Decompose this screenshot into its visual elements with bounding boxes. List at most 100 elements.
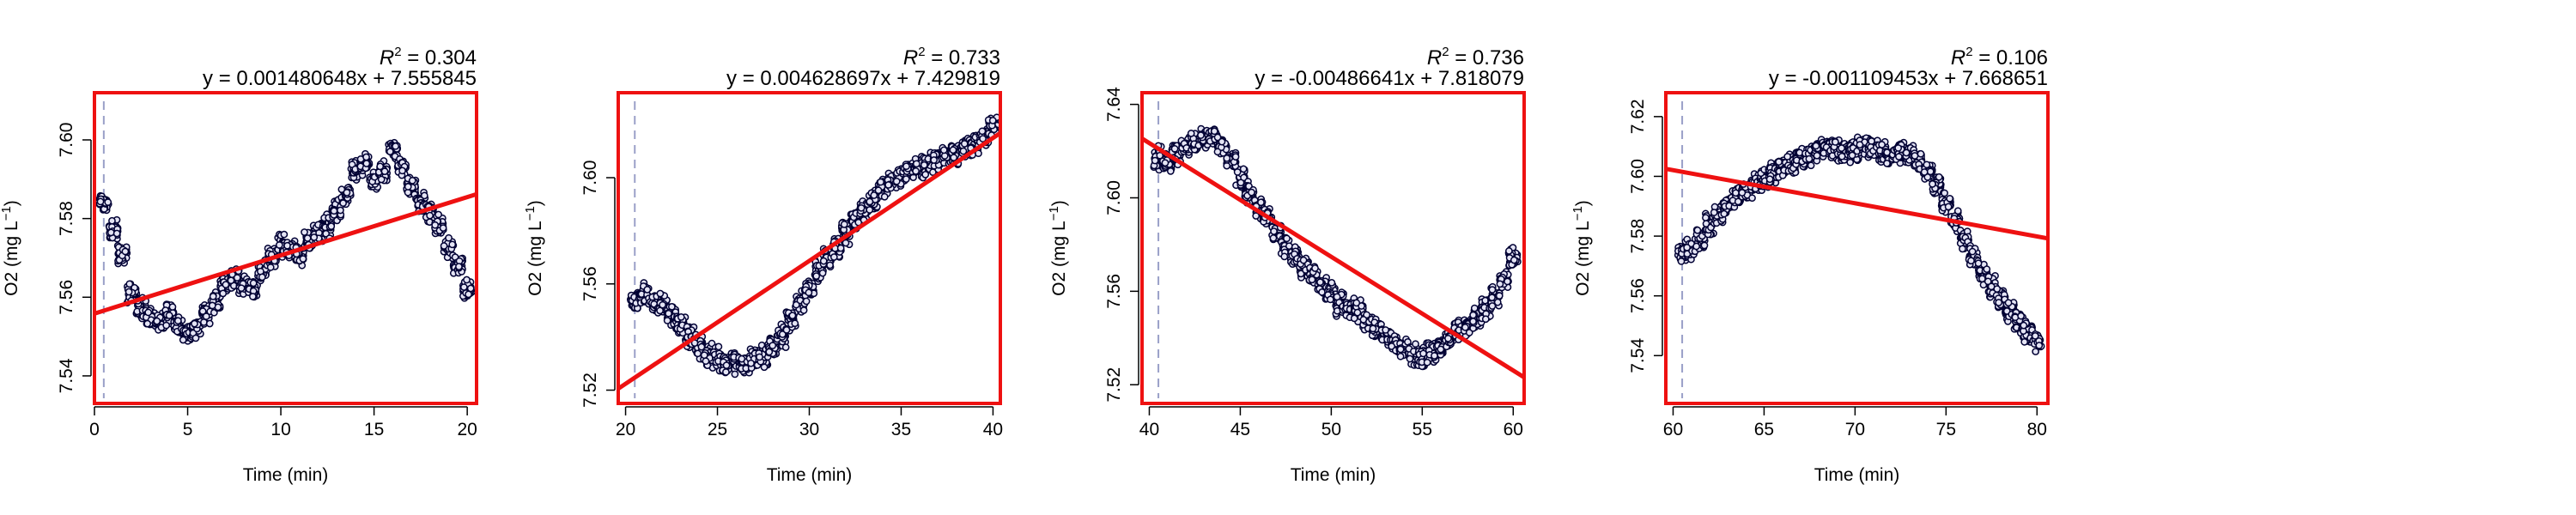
y-axis-title: O2 (mg L−1) — [0, 200, 21, 296]
y-tick-label: 7.56 — [57, 280, 76, 315]
data-point — [449, 253, 467, 277]
data-point — [1486, 282, 1504, 312]
data-point — [782, 308, 799, 335]
x-tick-label: 20 — [616, 420, 635, 439]
regression-line — [1142, 136, 1524, 379]
x-axis-title: Time (min) — [767, 465, 853, 485]
regression-line — [618, 130, 1000, 391]
y-tick-label: 7.60 — [57, 123, 76, 158]
data-point — [1719, 193, 1736, 218]
x-tick-label: 15 — [364, 420, 384, 439]
x-axis-title: Time (min) — [1814, 465, 1900, 485]
chart-svg: 60 65 70 75 80 7.54 7.56 7.58 7.60 7.62 Time (min)… — [1571, 45, 2050, 485]
data-point — [1765, 159, 1782, 187]
x-tick-label: 55 — [1413, 420, 1432, 439]
data-point — [254, 256, 271, 285]
data-point — [291, 242, 307, 270]
y-axis-title: O2 (mg L−1) — [1571, 200, 1593, 296]
x-tick-label: 30 — [799, 420, 819, 439]
x-tick-label: 60 — [1504, 420, 1523, 439]
regression-equation: y = 0.004628697x + 7.429819 — [726, 67, 1000, 90]
y-tick-label: 7.64 — [1104, 87, 1124, 122]
y-tick-label: 7.56 — [1104, 274, 1124, 309]
data-point — [929, 148, 945, 173]
x-tick-label: 40 — [983, 420, 1003, 439]
x-tick-label: 45 — [1230, 420, 1250, 439]
plot-border — [93, 91, 478, 405]
data-point — [161, 300, 178, 330]
plot-border — [1664, 91, 2050, 405]
data-point — [1359, 311, 1376, 334]
data-point — [244, 277, 261, 301]
y-tick-label: 7.56 — [1628, 278, 1648, 313]
x-tick-label: 20 — [457, 420, 477, 439]
regression-equation: y = -0.00486641x + 7.818079 — [1255, 67, 1524, 90]
data-point — [1496, 268, 1512, 292]
data-point — [1911, 149, 1927, 173]
x-tick-label: 40 — [1139, 420, 1159, 439]
r-squared-label: R2 = 0.736 — [1427, 45, 1524, 70]
y-tick-label: 7.58 — [57, 201, 76, 236]
plot-border — [617, 91, 1002, 405]
y-tick-label: 7.58 — [1628, 219, 1648, 254]
data-point — [374, 157, 392, 185]
r-squared-label: R2 = 0.106 — [1951, 45, 2048, 70]
data-point — [1314, 274, 1331, 303]
y-tick-label: 7.56 — [580, 266, 600, 301]
x-tick-label: 0 — [89, 420, 100, 439]
data-point — [95, 191, 112, 215]
plot-area — [1666, 101, 2048, 398]
chart-svg: 40 45 50 55 60 7.52 7.56 7.60 7.64 Time (min) O2 (… — [1047, 45, 1526, 485]
data-point — [459, 276, 476, 302]
data-point — [1468, 304, 1485, 332]
data-point — [440, 233, 458, 263]
data-point — [1937, 189, 1954, 216]
x-tick-label: 50 — [1321, 420, 1341, 439]
r-squared-label: R2 = 0.733 — [903, 45, 1000, 70]
x-tick-label: 5 — [183, 420, 193, 439]
data-point — [1504, 244, 1522, 270]
regression-equation: y = -0.001109453x + 7.668651 — [1769, 67, 2048, 90]
x-tick-label: 10 — [270, 420, 290, 439]
data-point — [1692, 226, 1709, 252]
chart-panel-3: 40 45 50 55 60 7.52 7.56 7.60 7.64 Time (min) O2 (… — [1047, 0, 1563, 515]
plot-area — [1142, 101, 1524, 398]
data-point — [393, 154, 410, 179]
x-tick-label: 75 — [1936, 420, 1956, 439]
x-tick-label: 80 — [2027, 420, 2047, 439]
data-point — [385, 138, 402, 162]
y-tick-label: 7.52 — [580, 373, 600, 408]
regression-equation: y = 0.001480648x + 7.555845 — [203, 67, 477, 90]
r-squared-label: R2 = 0.304 — [380, 45, 477, 70]
x-tick-label: 70 — [1845, 420, 1865, 439]
data-point — [672, 312, 690, 337]
regression-line — [94, 191, 477, 316]
x-tick-label: 60 — [1663, 420, 1683, 439]
y-tick-label: 7.62 — [1628, 99, 1648, 134]
data-point — [865, 186, 881, 214]
data-point — [319, 210, 336, 242]
data-point — [800, 277, 818, 306]
plot-area — [618, 101, 1000, 398]
y-tick-label: 7.60 — [1104, 180, 1124, 215]
y-tick-label: 7.54 — [57, 358, 76, 393]
data-point — [745, 345, 762, 373]
chart-panel-2: 20 25 30 35 40 7.52 7.56 7.60 Time (min) O2 (mg L… — [523, 0, 1039, 515]
x-axis-title: Time (min) — [243, 465, 329, 485]
chart-svg: 20 25 30 35 40 7.52 7.56 7.60 Time (min) O2 (mg L… — [523, 45, 1003, 485]
data-point — [2029, 330, 2045, 355]
y-axis-title: O2 (mg L−1) — [1047, 200, 1069, 296]
data-point — [207, 288, 224, 317]
data-point — [431, 210, 447, 238]
x-axis-title: Time (min) — [1291, 465, 1376, 485]
y-axis-title: O2 (mg L−1) — [523, 200, 545, 296]
data-point — [1919, 161, 1936, 184]
y-tick-label: 7.52 — [1104, 367, 1124, 403]
data-point — [356, 149, 374, 179]
plot-area — [94, 101, 477, 398]
x-tick-label: 35 — [891, 420, 911, 439]
data-point — [811, 257, 827, 286]
data-point — [105, 215, 122, 243]
x-tick-label: 65 — [1754, 420, 1774, 439]
